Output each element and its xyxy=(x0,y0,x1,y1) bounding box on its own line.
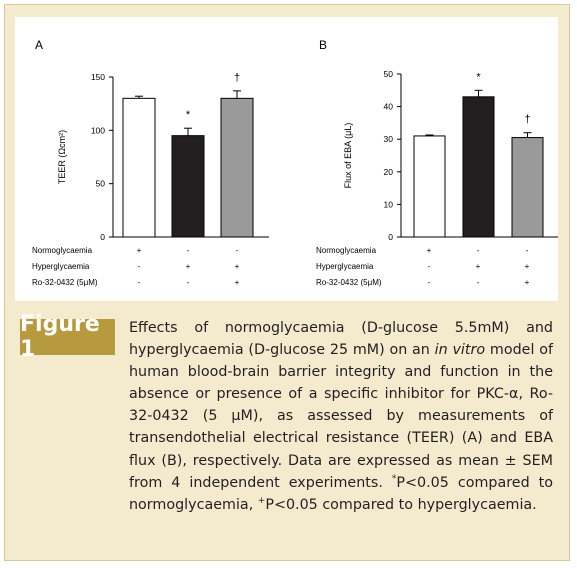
y-tick-label-b-1: 10 xyxy=(384,199,394,209)
caption-part4: P<0.05 compared to hyperglycaemia. xyxy=(265,496,537,513)
condition-mark-b-1-0: - xyxy=(428,262,431,271)
caption-sup-plus: + xyxy=(257,495,266,506)
condition-mark-b-0-0: + xyxy=(427,246,432,255)
bar-b-2 xyxy=(511,137,544,238)
condition-label-a-2: Ro-32-0432 (5μM) xyxy=(32,278,98,287)
caption-part3: P<0.05 compared to normoglycaemia, xyxy=(129,474,553,513)
y-tick-label-b-4: 40 xyxy=(384,102,394,112)
condition-label-b-2: Ro-32-0432 (5μM) xyxy=(316,278,382,287)
condition-mark-a-1-0: - xyxy=(138,262,141,271)
caption-part1: Effects of normoglycaemia (D-glucose 5.5… xyxy=(129,320,553,359)
y-axis-label-a: TEER (Ωcm²) xyxy=(57,130,67,184)
condition-label-a-1: Hyperglycaemia xyxy=(32,262,90,271)
condition-mark-a-1-2: + xyxy=(235,262,240,271)
condition-mark-b-2-1: - xyxy=(477,278,480,287)
y-tick-label-a-1: 50 xyxy=(96,179,106,189)
condition-mark-a-1-1: + xyxy=(186,262,191,271)
y-tick-label-b-0: 0 xyxy=(388,232,393,242)
figure-caption: Effects of normoglycaemia (D-glucose 5.5… xyxy=(129,317,553,516)
y-tick-label-b-2: 20 xyxy=(384,167,394,177)
condition-mark-b-1-2: + xyxy=(525,262,530,271)
panel-label-b: B xyxy=(319,38,327,52)
condition-mark-b-2-2: + xyxy=(525,278,530,287)
caption-sup-star: * xyxy=(391,473,397,484)
condition-mark-b-0-1: - xyxy=(477,246,480,255)
y-tick-label-a-0: 0 xyxy=(100,232,105,242)
y-axis-label-b: Flux of EBA (μL) xyxy=(343,123,353,189)
panel-label-a: A xyxy=(35,38,43,52)
y-tick-label-a-2: 100 xyxy=(91,125,105,135)
figure-badge: Figure 1 xyxy=(20,312,115,362)
y-tick-label-b-5: 50 xyxy=(384,69,394,79)
chart-panel: A 0 50 100 150 TEER (Ωcm²) * † Normoglycaemia + - -… xyxy=(15,17,559,301)
bar-b-1 xyxy=(462,96,495,238)
caption-part2: model of human blood-brain barrier integ… xyxy=(129,342,553,491)
significance-mark-a-2: † xyxy=(234,72,240,84)
condition-mark-b-2-0: - xyxy=(428,278,431,287)
condition-label-a-0: Normoglycaemia xyxy=(32,246,93,255)
caption-italic: in vitro xyxy=(434,342,486,359)
figure-frame: A 0 50 100 150 TEER (Ωcm²) * † Normoglycaemia + - -… xyxy=(4,4,570,561)
significance-mark-a-1: * xyxy=(186,109,191,121)
condition-label-b-0: Normoglycaemia xyxy=(316,246,377,255)
bar-a-1 xyxy=(171,135,205,238)
y-tick-label-a-3: 150 xyxy=(91,72,105,82)
y-tick-label-b-3: 30 xyxy=(384,134,394,144)
condition-mark-a-0-1: - xyxy=(187,246,190,255)
condition-mark-b-0-2: - xyxy=(526,246,529,255)
condition-mark-a-0-0: + xyxy=(137,246,142,255)
bar-a-2 xyxy=(220,97,254,238)
condition-label-b-1: Hyperglycaemia xyxy=(316,262,374,271)
condition-mark-a-2-1: - xyxy=(187,278,190,287)
condition-mark-a-0-2: - xyxy=(236,246,239,255)
condition-mark-a-2-0: - xyxy=(138,278,141,287)
condition-mark-a-2-2: + xyxy=(235,278,240,287)
significance-mark-b-1: * xyxy=(476,71,481,83)
bar-b-0 xyxy=(413,135,446,238)
bar-a-0 xyxy=(122,97,156,238)
condition-mark-b-1-1: + xyxy=(476,262,481,271)
significance-mark-b-2: † xyxy=(524,114,530,126)
